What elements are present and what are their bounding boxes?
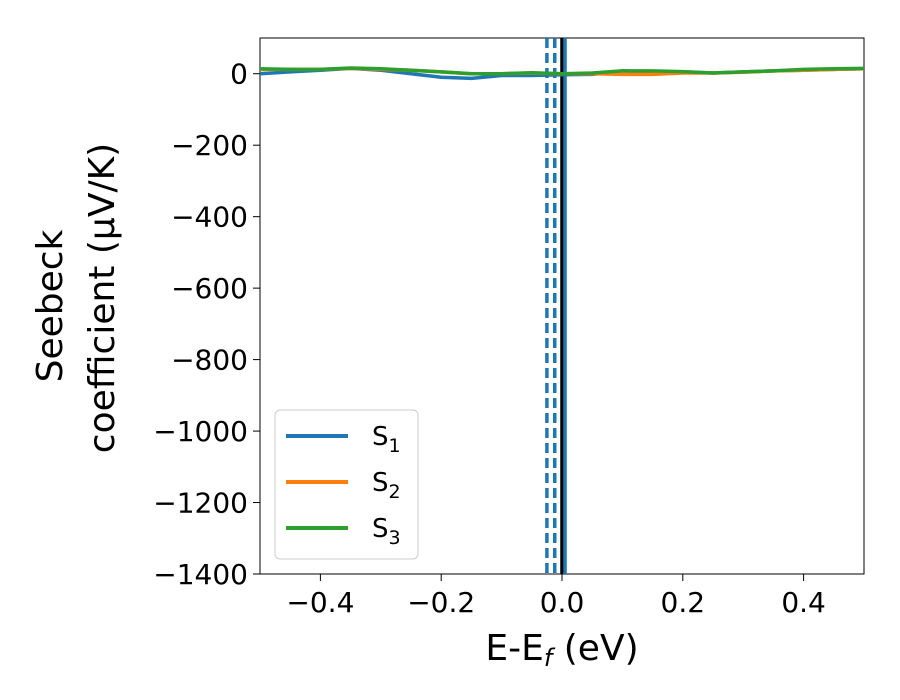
y-tick-label: −200 (171, 129, 248, 162)
y-tick-label: −600 (171, 272, 248, 305)
y-tick-label: −800 (171, 344, 248, 377)
legend-label-s1: S1 (372, 422, 401, 457)
y-axis-title-line1: Seebeck (30, 229, 71, 382)
y-tick-label: −1400 (153, 558, 248, 591)
x-tick-label: −0.2 (407, 586, 475, 619)
y-tick-label: −1000 (153, 415, 248, 448)
x-tick-label: 0.0 (540, 586, 585, 619)
legend: S1 S2 S3 (274, 409, 419, 560)
series-line-s3 (260, 66, 864, 76)
x-axis-title-main: E-E (485, 628, 543, 669)
x-tick-label: 0.2 (661, 586, 706, 619)
x-axis-title: E-Ef (eV) (485, 628, 638, 672)
x-tick-label: −0.4 (286, 586, 354, 619)
data-layer (260, 38, 864, 574)
y-tick-label: −1200 (153, 487, 248, 520)
legend-label-s3: S3 (372, 514, 401, 549)
x-axis-ticks: −0.4 −0.2 0.0 0.2 0.4 (286, 574, 826, 619)
y-axis-ticks: 0 −200 −400 −600 −800 −1000 −1200 −1400 (153, 58, 260, 591)
legend-box (274, 409, 419, 560)
legend-label-s2: S2 (372, 468, 401, 503)
y-tick-label: −400 (171, 201, 248, 234)
x-tick-label: 0.4 (781, 586, 826, 619)
y-tick-label: 0 (230, 58, 248, 91)
y-axis-title-line2: coefficient (μV/K) (82, 143, 123, 453)
x-axis-title-unit: (eV) (552, 628, 638, 669)
